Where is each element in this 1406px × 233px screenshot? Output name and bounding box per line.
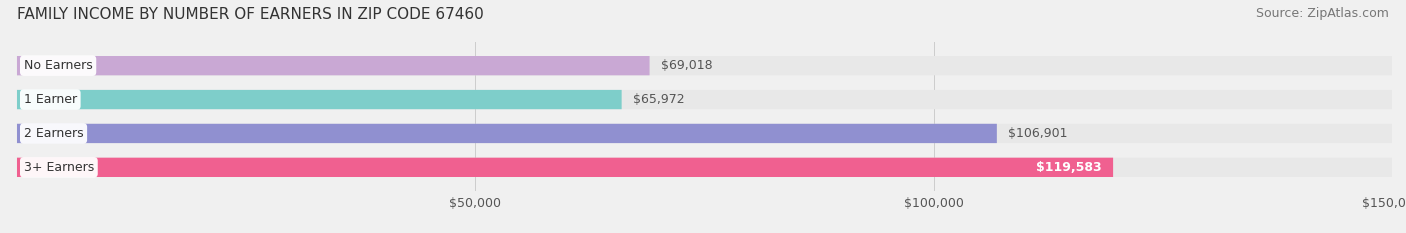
Text: $69,018: $69,018: [661, 59, 713, 72]
Text: $106,901: $106,901: [1008, 127, 1067, 140]
Text: Source: ZipAtlas.com: Source: ZipAtlas.com: [1256, 7, 1389, 20]
FancyBboxPatch shape: [17, 124, 1392, 143]
FancyBboxPatch shape: [17, 158, 1114, 177]
FancyBboxPatch shape: [17, 90, 621, 109]
Text: FAMILY INCOME BY NUMBER OF EARNERS IN ZIP CODE 67460: FAMILY INCOME BY NUMBER OF EARNERS IN ZI…: [17, 7, 484, 22]
FancyBboxPatch shape: [17, 56, 1392, 75]
Text: 3+ Earners: 3+ Earners: [24, 161, 94, 174]
Text: $119,583: $119,583: [1036, 161, 1102, 174]
Text: No Earners: No Earners: [24, 59, 93, 72]
FancyBboxPatch shape: [17, 124, 997, 143]
FancyBboxPatch shape: [17, 56, 650, 75]
Text: $65,972: $65,972: [633, 93, 685, 106]
FancyBboxPatch shape: [17, 90, 1392, 109]
Text: 2 Earners: 2 Earners: [24, 127, 83, 140]
FancyBboxPatch shape: [17, 158, 1392, 177]
Text: 1 Earner: 1 Earner: [24, 93, 77, 106]
